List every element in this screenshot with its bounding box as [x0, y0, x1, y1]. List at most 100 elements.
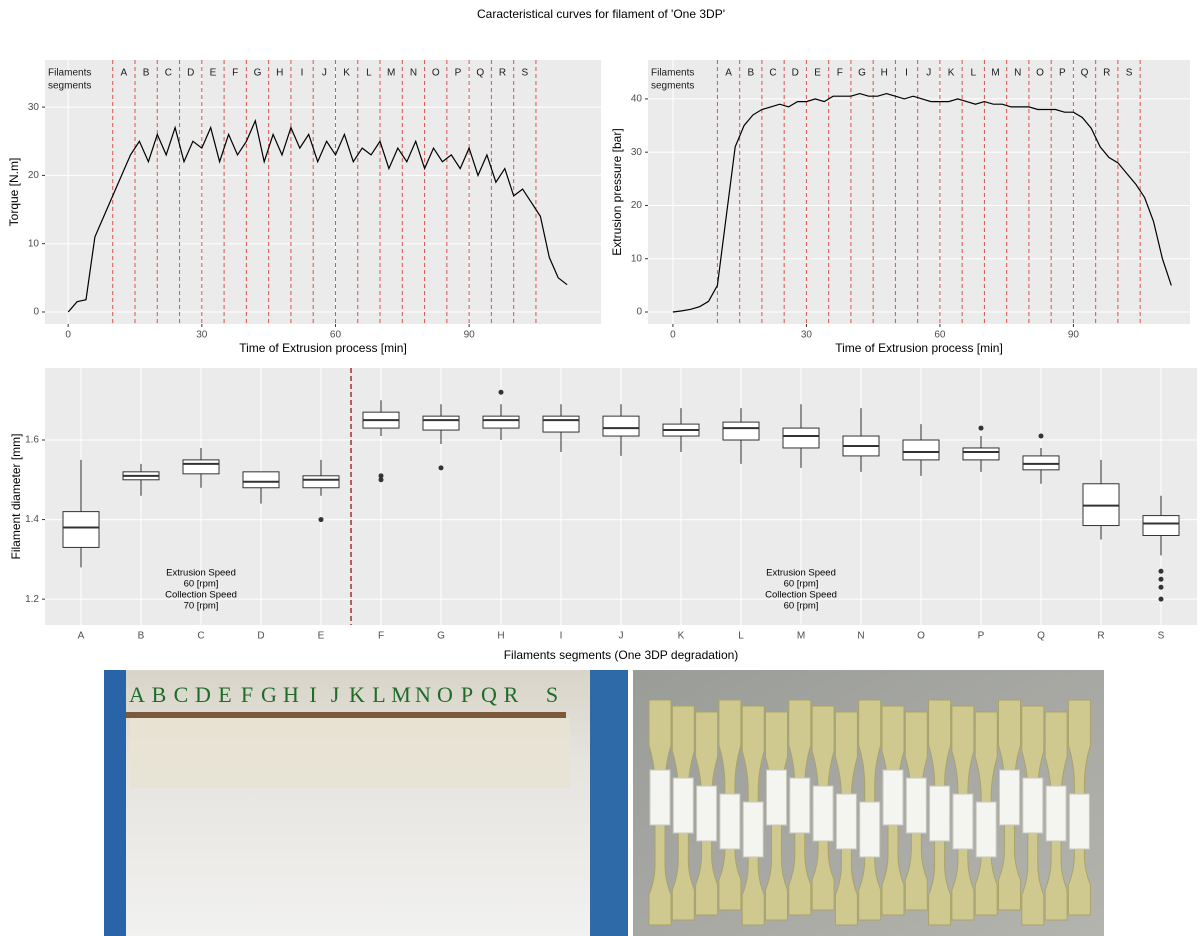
outlier [1158, 576, 1164, 582]
segment-label: D [792, 68, 799, 79]
segment-title: Filaments [48, 68, 91, 79]
x-tick-label: R [1097, 631, 1104, 642]
segment-label: O [1036, 68, 1044, 79]
y-tick-label: 10 [631, 253, 643, 264]
segment-label: R [1103, 68, 1110, 79]
specimen-tag [882, 769, 904, 826]
specimen-tag [766, 769, 787, 826]
x-tick-label: B [138, 631, 145, 642]
y-tick-label: 30 [631, 147, 643, 158]
specimen-tag [952, 793, 974, 850]
segment-label: S [521, 68, 528, 79]
specimen-tag [719, 793, 741, 850]
panel [648, 60, 1190, 324]
x-tick-label: F [378, 631, 384, 642]
box [1142, 515, 1180, 536]
specimen-tag [1045, 785, 1067, 842]
outlier [978, 425, 984, 431]
annotation: Extrusion Speed [166, 568, 236, 579]
x-tick-label: 90 [1068, 330, 1080, 341]
segment-label: B [747, 68, 754, 79]
segment-label: K [948, 68, 955, 79]
box [602, 415, 640, 437]
x-tick-label: 30 [801, 330, 813, 341]
photo-label: C [174, 682, 189, 707]
specimen-tag [696, 785, 718, 842]
x-tick-label: E [318, 631, 325, 642]
box [902, 439, 940, 461]
x-tick-label: M [797, 631, 805, 642]
y-axis-title: Filament diameter [mm] [9, 433, 23, 559]
segment-label: B [143, 68, 150, 79]
x-axis-title: Time of Extrusion process [min] [835, 341, 1003, 355]
x-tick-label: L [738, 631, 744, 642]
photo-label: H [283, 682, 299, 707]
photo-label: D [195, 682, 211, 707]
x-tick-label: K [678, 631, 685, 642]
panel [45, 60, 601, 324]
annotation: 70 [rpm] [184, 601, 219, 612]
outlier [1038, 433, 1044, 439]
y-tick-label: 0 [33, 307, 39, 318]
segment-label: R [499, 68, 506, 79]
specimen-tag [905, 777, 927, 834]
specimen-tag [789, 777, 811, 834]
x-axis-title: Time of Extrusion process [min] [239, 341, 407, 355]
outlier [318, 517, 324, 523]
box [242, 471, 280, 489]
y-tick-label: 30 [28, 102, 40, 113]
outlier [378, 477, 384, 483]
box [482, 415, 520, 429]
segment-label: C [769, 68, 776, 79]
box [302, 475, 340, 489]
figure-title: Caracteristical curves for filament of '… [477, 7, 725, 21]
y-tick-label: 1.6 [25, 435, 39, 446]
segment-label: Q [1081, 68, 1089, 79]
segment-label: E [814, 68, 821, 79]
data-line [67, 118, 568, 313]
specimen-tag [859, 801, 881, 858]
outlier [438, 465, 444, 471]
segment-label: N [410, 68, 417, 79]
segment-label: J [322, 68, 327, 79]
y-tick-label: 20 [631, 200, 643, 211]
photo-label: L [372, 682, 385, 707]
segment-label: O [432, 68, 440, 79]
outlier [498, 389, 504, 395]
segment-label: A [121, 68, 128, 79]
photo-label: G [261, 682, 277, 707]
segment-label: E [210, 68, 217, 79]
photo-label: J [331, 682, 340, 707]
y-tick-label: 40 [631, 94, 643, 105]
segment-label: L [366, 68, 372, 79]
segment-label: N [1014, 68, 1021, 79]
annotation: Collection Speed [165, 590, 237, 601]
specimen-tag [929, 785, 951, 842]
y-axis-title: Torque [N.m] [7, 158, 21, 227]
x-tick-label: 90 [464, 330, 476, 341]
photo-label: N [415, 682, 431, 707]
x-tick-label: Q [1037, 631, 1045, 642]
segment-label: M [991, 68, 999, 79]
x-tick-label: C [197, 631, 204, 642]
photo-label: A [129, 682, 145, 707]
specimen-tag [649, 769, 671, 826]
specimen-tag [672, 777, 694, 834]
photo-label: P [461, 682, 473, 707]
box [542, 415, 580, 433]
box [62, 511, 100, 548]
data-line [672, 92, 1172, 313]
segment-label: P [455, 68, 462, 79]
segment-label: G [254, 68, 262, 79]
x-tick-label: J [619, 631, 624, 642]
y-tick-label: 1.4 [25, 514, 39, 525]
segment-label: G [858, 68, 866, 79]
x-tick-label: G [437, 631, 445, 642]
segment-label: P [1059, 68, 1066, 79]
photo-label: M [391, 682, 411, 707]
annotation: 60 [rpm] [184, 579, 219, 590]
specimen-tag [835, 793, 857, 850]
y-tick-label: 10 [28, 238, 40, 249]
x-tick-label: 60 [934, 330, 946, 341]
